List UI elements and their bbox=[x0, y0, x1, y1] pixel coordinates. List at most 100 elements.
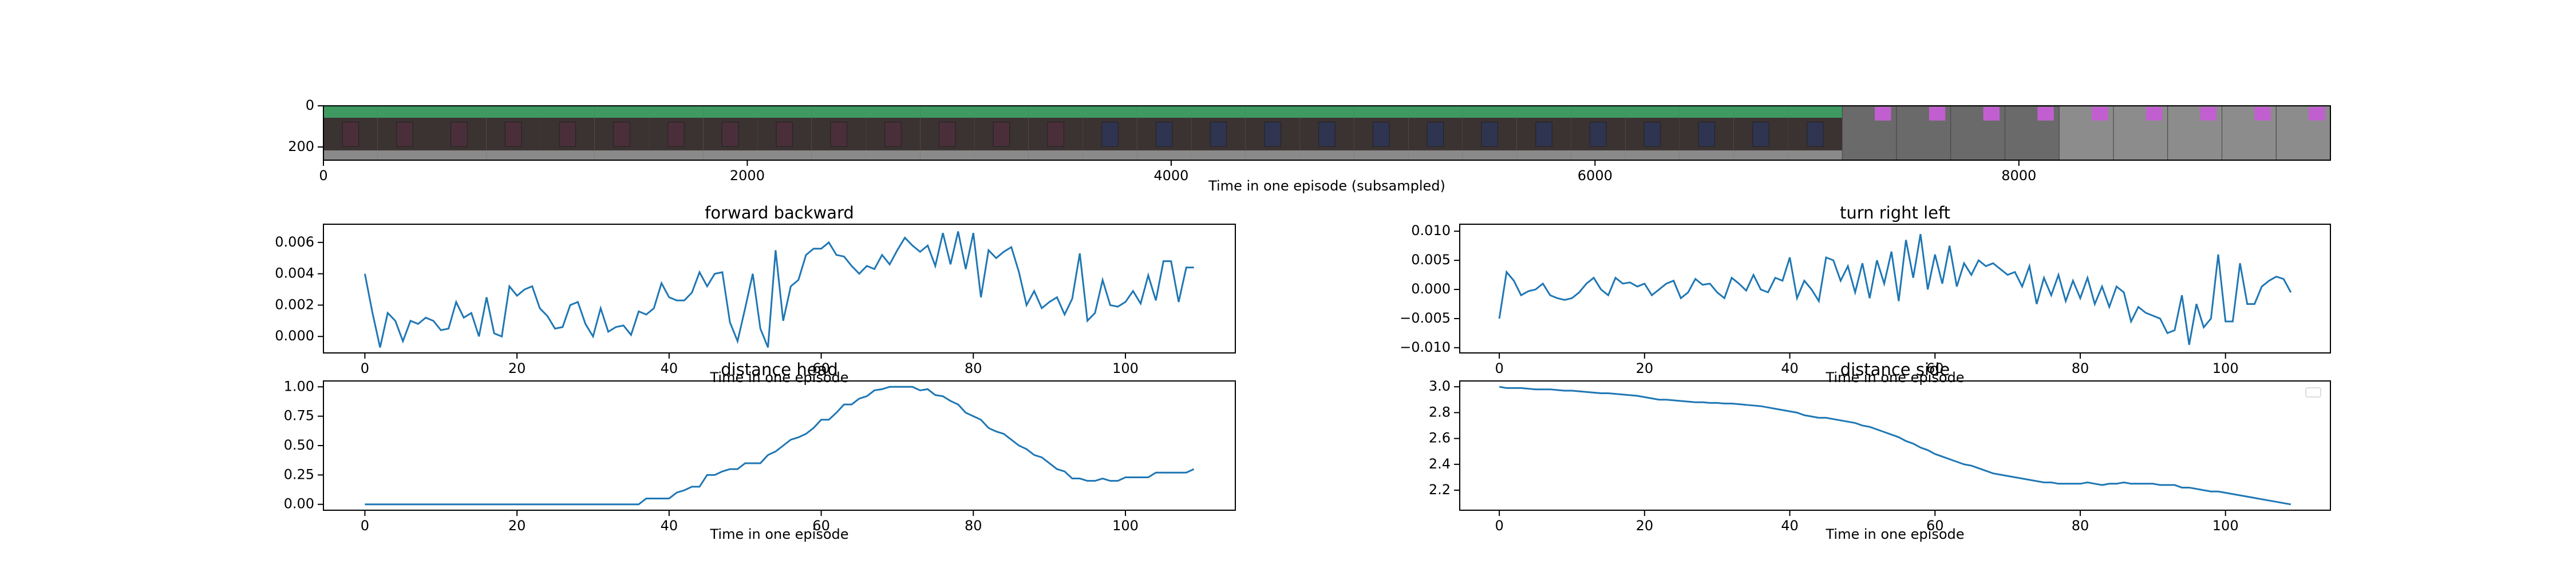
x-tick-label: 2000 bbox=[730, 168, 765, 184]
frame-floor bbox=[323, 150, 378, 160]
x-tick-label: 100 bbox=[2212, 360, 2239, 376]
frame-floor bbox=[432, 150, 487, 160]
frame-object bbox=[451, 122, 468, 147]
x-tick-label: 100 bbox=[1112, 518, 1139, 534]
data-line bbox=[1498, 234, 2292, 345]
frame-object bbox=[1752, 122, 1769, 147]
frame-floor bbox=[1191, 150, 1246, 160]
frame-wall bbox=[1137, 106, 1192, 118]
x-tick-label: 0 bbox=[361, 518, 369, 534]
frame-wall bbox=[540, 106, 595, 118]
y-tick-label: 200 bbox=[288, 138, 314, 154]
y-tick-label: 0.000 bbox=[275, 328, 314, 344]
frame-wall bbox=[432, 106, 487, 118]
frame-object bbox=[1156, 122, 1173, 147]
x-axis-label: Time in one episode bbox=[709, 526, 848, 542]
frame-wall bbox=[1462, 106, 1517, 118]
frame-object bbox=[1643, 122, 1661, 147]
frame-object bbox=[1481, 122, 1498, 147]
y-tick-label: 0.25 bbox=[284, 466, 314, 482]
frame-wall bbox=[1625, 106, 1680, 118]
x-tick-label: 0 bbox=[1495, 518, 1503, 534]
frame-wall bbox=[486, 106, 541, 118]
frame-object bbox=[667, 122, 685, 147]
chart-title: turn right left bbox=[1840, 203, 1950, 223]
y-tick-label: 2.2 bbox=[1429, 482, 1451, 498]
x-axis-label: Time in one episode bbox=[709, 370, 848, 386]
y-tick-label: 0.75 bbox=[284, 408, 314, 424]
frame-marker bbox=[2309, 107, 2325, 121]
x-tick-label: 80 bbox=[965, 360, 982, 376]
frame-object bbox=[721, 122, 739, 147]
y-tick-label: 0.010 bbox=[1411, 223, 1451, 239]
x-tick-label: 80 bbox=[965, 518, 982, 534]
x-tick-label: 80 bbox=[2072, 360, 2089, 376]
x-tick-label: 60 bbox=[1926, 518, 1944, 534]
frame-floor bbox=[1299, 150, 1354, 160]
frame-wall bbox=[866, 106, 920, 118]
frame-wall bbox=[1191, 106, 1246, 118]
frame-wall bbox=[1028, 106, 1083, 118]
frame-floor bbox=[377, 150, 432, 160]
y-tick-label: −0.005 bbox=[1400, 310, 1451, 326]
frame-object bbox=[776, 122, 793, 147]
x-tick-label: 40 bbox=[1781, 518, 1799, 534]
frame-floor bbox=[540, 150, 595, 160]
data-line bbox=[364, 231, 1194, 348]
x-axis-label: Time in one episode bbox=[1825, 526, 1964, 542]
frame-marker bbox=[2092, 107, 2108, 121]
frame-wall bbox=[703, 106, 758, 118]
empty-legend bbox=[2305, 387, 2321, 398]
frame-object bbox=[396, 122, 413, 147]
frame-wall bbox=[920, 106, 975, 118]
frame-wall bbox=[1354, 106, 1409, 118]
frame-wall bbox=[1245, 106, 1300, 118]
frame-object bbox=[504, 122, 522, 147]
frame-wall bbox=[974, 106, 1029, 118]
frame-floor bbox=[1625, 150, 1680, 160]
frame-object bbox=[830, 122, 847, 147]
frame-marker bbox=[2200, 107, 2217, 121]
frame-floor bbox=[1245, 150, 1300, 160]
frame-floor bbox=[1082, 150, 1137, 160]
frame-floor bbox=[866, 150, 920, 160]
y-tick-label: 2.8 bbox=[1429, 404, 1451, 420]
x-tick-label: 0 bbox=[361, 360, 369, 376]
x-axis-label: Time in one episode bbox=[1825, 370, 1964, 386]
data-line bbox=[1499, 386, 2291, 506]
x-tick-label: 40 bbox=[661, 360, 678, 376]
y-tick-label: 3.0 bbox=[1429, 378, 1451, 394]
frame-object bbox=[1373, 122, 1390, 147]
frame-floor bbox=[1354, 150, 1409, 160]
x-tick-label: 20 bbox=[1636, 518, 1654, 534]
chart-title: distance head bbox=[721, 360, 838, 379]
data-line bbox=[365, 386, 1195, 506]
frame-marker bbox=[2146, 107, 2163, 121]
frame-marker bbox=[1983, 107, 2000, 121]
frame-wall bbox=[1516, 106, 1571, 118]
y-tick-label: 0.004 bbox=[275, 265, 314, 281]
frame-floor bbox=[703, 150, 758, 160]
frame-wall bbox=[811, 106, 866, 118]
frame-floor bbox=[920, 150, 975, 160]
y-tick-label: 0 bbox=[306, 97, 314, 113]
frame-wall bbox=[1571, 106, 1626, 118]
frame-floor bbox=[974, 150, 1029, 160]
chart-title: forward backward bbox=[705, 203, 854, 223]
frame-object bbox=[938, 122, 956, 147]
frame-floor bbox=[1788, 150, 1843, 160]
frame-object bbox=[884, 122, 902, 147]
x-tick-label: 0 bbox=[1495, 360, 1503, 376]
frame-object bbox=[1698, 122, 1716, 147]
frame-floor bbox=[649, 150, 704, 160]
y-tick-label: 2.4 bbox=[1429, 456, 1451, 472]
frame-object bbox=[559, 122, 576, 147]
frame-object bbox=[1101, 122, 1119, 147]
x-tick-label: 60 bbox=[812, 518, 830, 534]
frame-object bbox=[1807, 122, 1824, 147]
x-tick-label: 8000 bbox=[2001, 168, 2036, 184]
y-tick-label: 2.6 bbox=[1429, 430, 1451, 446]
axes-frame bbox=[323, 380, 1236, 511]
frame-wall bbox=[1408, 106, 1463, 118]
